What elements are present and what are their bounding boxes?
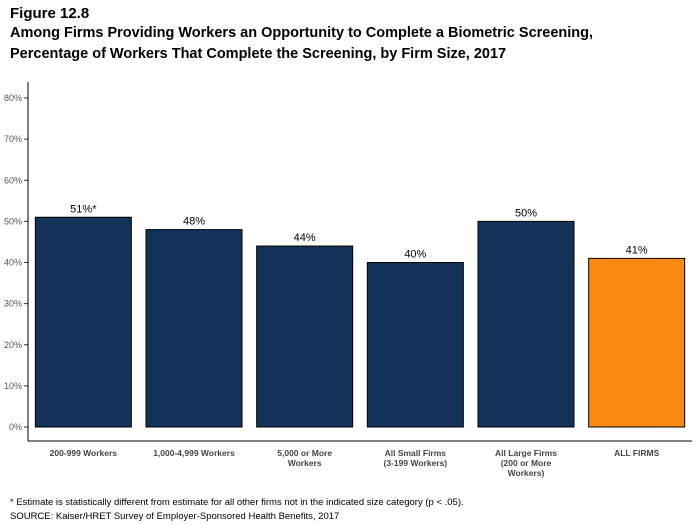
bar: [256, 245, 354, 428]
y-tick-label: 20%: [4, 340, 22, 350]
bar: [477, 220, 575, 428]
y-tick-label: 80%: [4, 93, 22, 103]
data-label: 44%: [294, 232, 316, 244]
data-label: 41%: [626, 244, 648, 256]
x-tick-label: (200 or More: [501, 458, 552, 468]
footnote-source: SOURCE: Kaiser/HRET Survey of Employer-S…: [10, 511, 340, 522]
y-tick-label: 10%: [4, 381, 22, 391]
chart-title-line-1: Among Firms Providing Workers an Opportu…: [10, 25, 594, 41]
bar: [366, 262, 464, 428]
data-label: 40%: [404, 249, 426, 261]
chart-title: Among Firms Providing Workers an Opportu…: [10, 23, 690, 65]
bar: [145, 229, 243, 428]
x-tick-label: 200-999 Workers: [50, 448, 118, 458]
data-label: 50%: [515, 207, 537, 219]
x-tick-label: Workers): [508, 468, 545, 478]
chart-title-line-2: Percentage of Workers That Complete the …: [10, 46, 507, 62]
y-tick-label: 60%: [4, 175, 22, 185]
y-tick-label: 30%: [4, 299, 22, 309]
x-tick-label: All Small Firms: [385, 448, 447, 458]
data-label: 51%*: [70, 203, 97, 215]
bar: [34, 216, 132, 428]
x-tick-label: (3-199 Workers): [384, 458, 448, 468]
bar: [588, 257, 686, 428]
x-tick-label: ALL FIRMS: [614, 448, 660, 458]
y-tick-label: 0%: [9, 422, 22, 432]
y-tick-label: 70%: [4, 134, 22, 144]
data-label: 48%: [183, 216, 205, 228]
x-tick-label: Workers: [288, 458, 322, 468]
x-tick-label: 5,000 or More: [277, 448, 332, 458]
y-tick-label: 50%: [4, 216, 22, 226]
y-tick-label: 40%: [4, 258, 22, 268]
x-tick-label: All Large Firms: [495, 448, 557, 458]
footnote-significance: * Estimate is statistically different fr…: [10, 497, 464, 508]
figure-label: Figure 12.8: [10, 5, 90, 22]
x-tick-label: 1,000-4,999 Workers: [153, 448, 235, 458]
